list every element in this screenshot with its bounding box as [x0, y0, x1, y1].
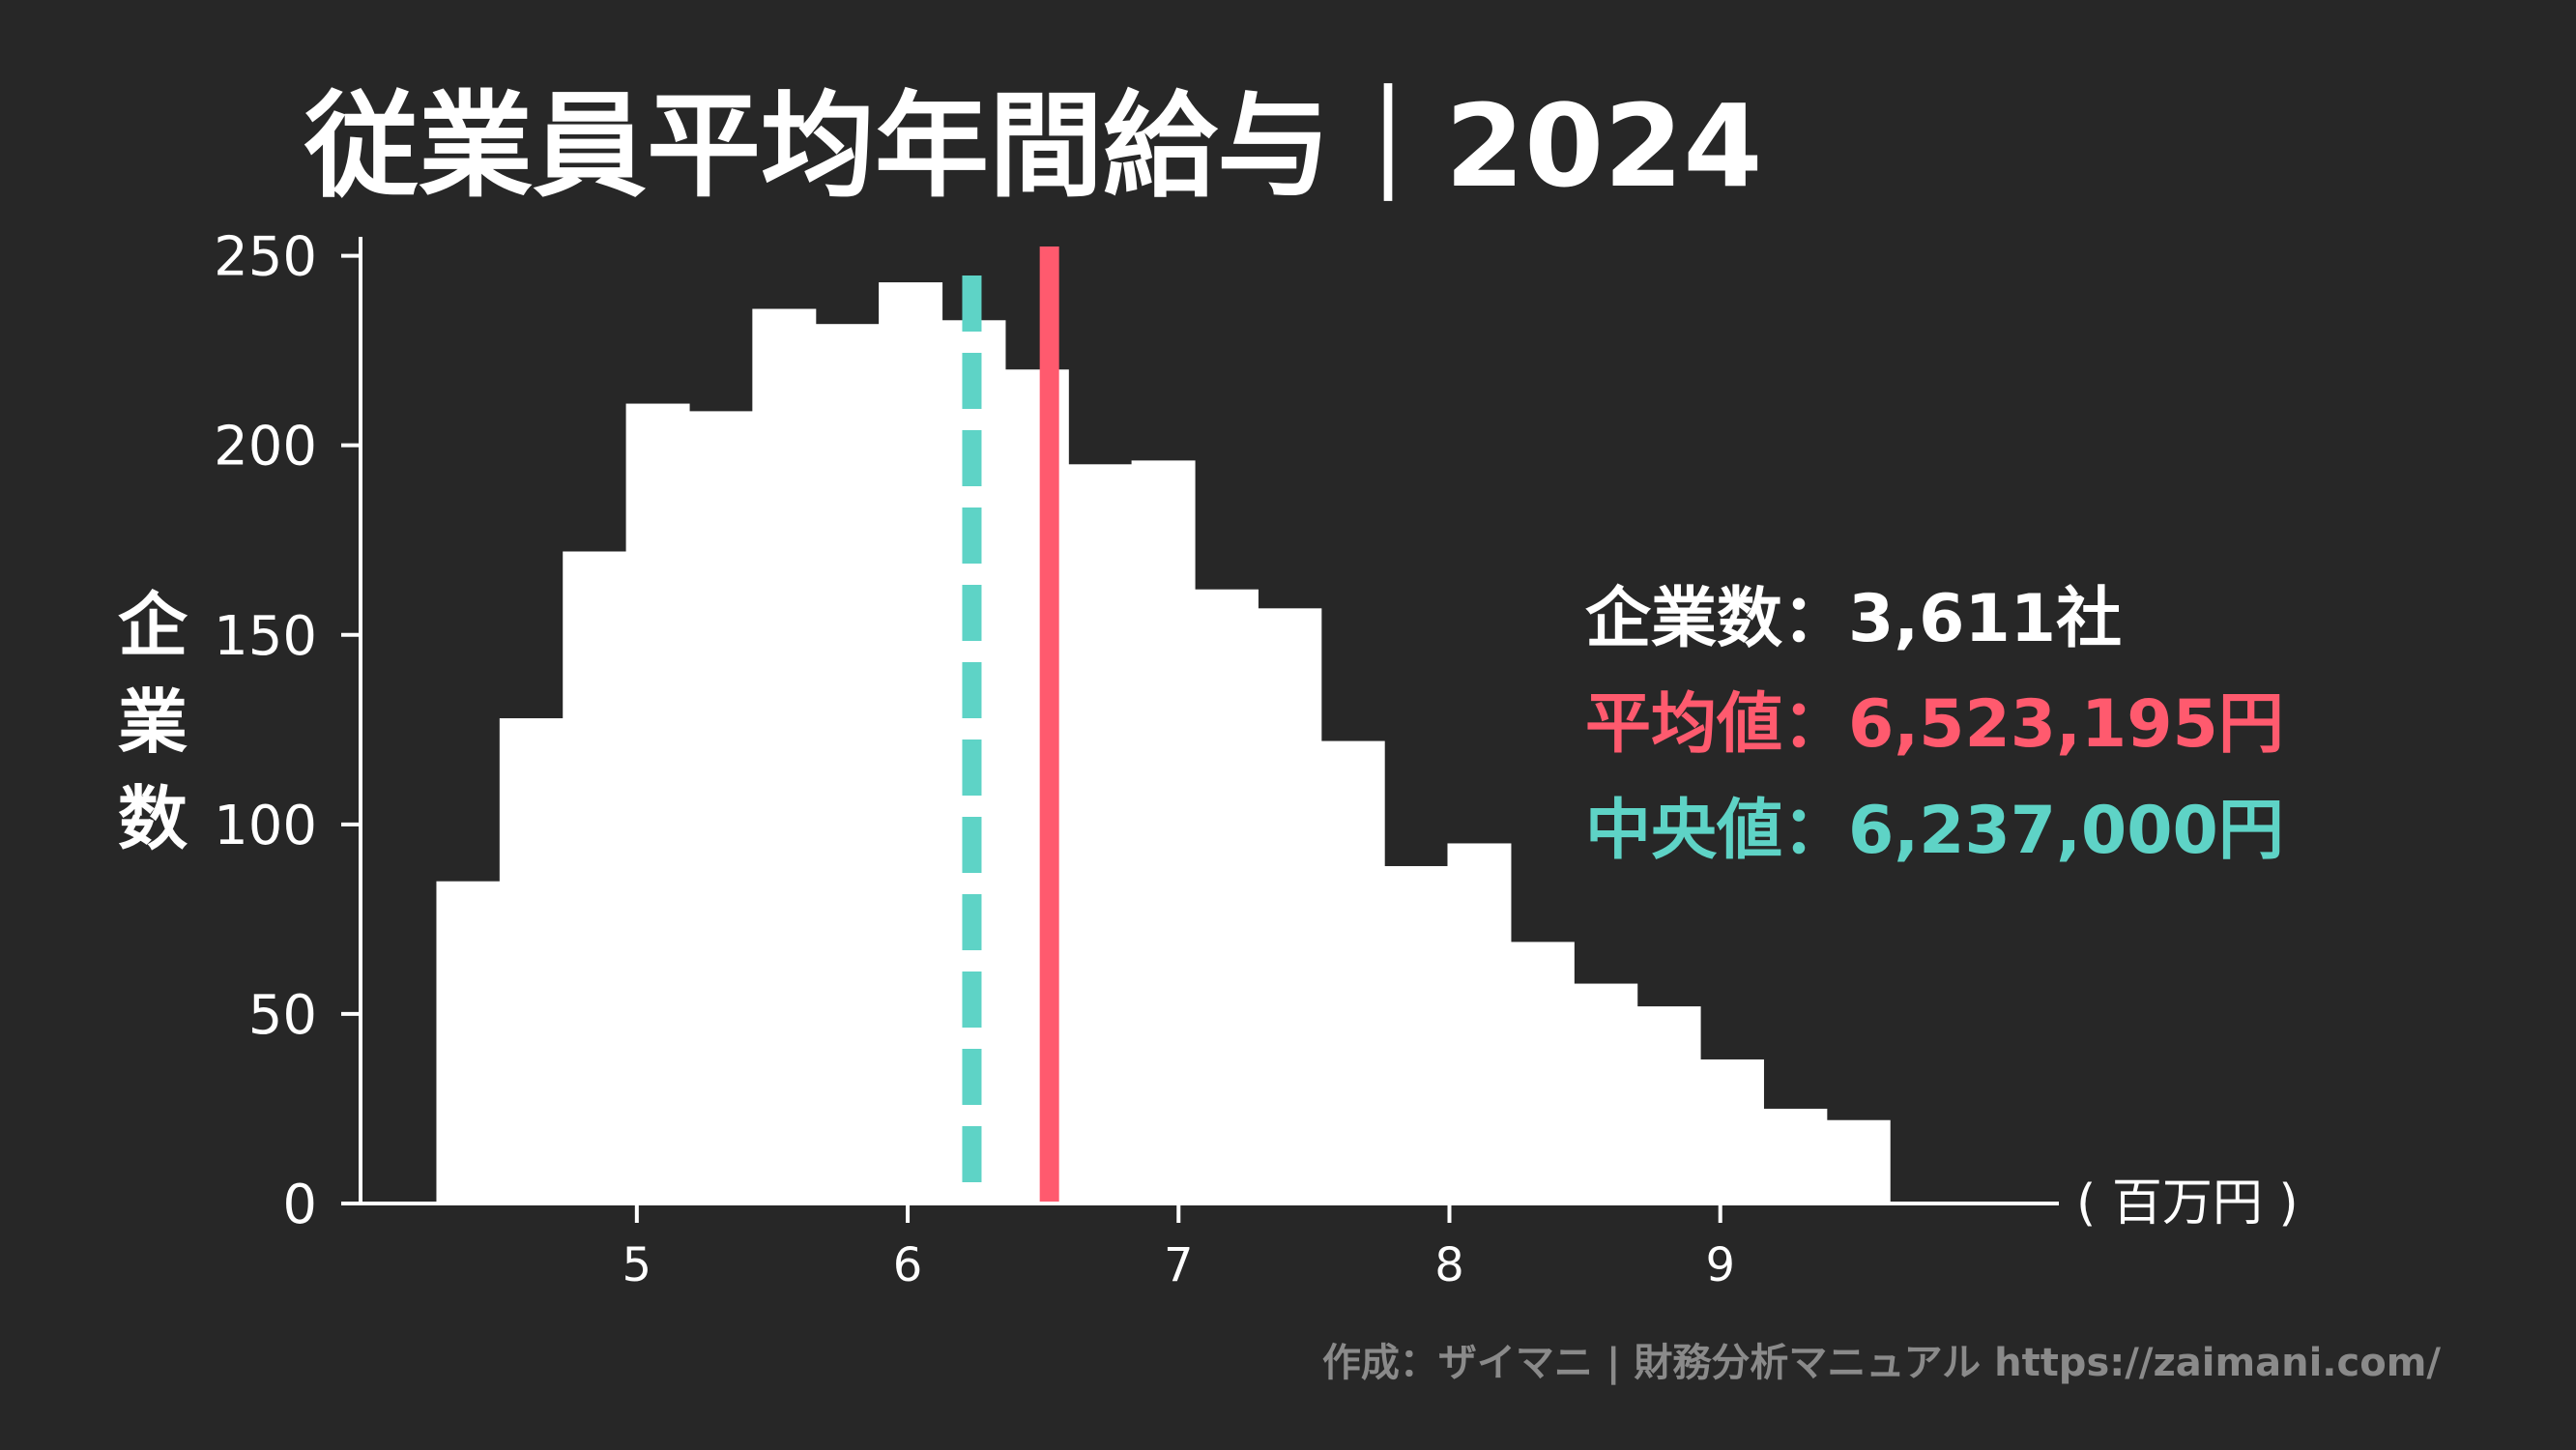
credit-text: 作成：ザイマニ | 財務分析マニュアル https://zaimani.com/	[1322, 1341, 2441, 1386]
y-ticks-group: 0 50 100 150 200 250	[214, 226, 361, 1236]
histogram-bar	[1194, 589, 1259, 1204]
stat-median: 中央値：6,237,000円	[1585, 793, 2284, 869]
histogram-bar	[1510, 942, 1575, 1204]
y-axis-label: 企業数	[118, 585, 188, 859]
y-tick-label: 250	[214, 226, 317, 289]
x-tick-label: 8	[1434, 1238, 1464, 1292]
histogram-bar	[1826, 1119, 1891, 1204]
histogram-bar	[563, 551, 627, 1204]
y-tick-label: 50	[248, 984, 317, 1047]
x-axis-unit: ( 百万円 )	[2076, 1174, 2299, 1232]
histogram-bar	[436, 881, 501, 1204]
y-tick-label: 0	[282, 1174, 317, 1236]
x-tick-label: 6	[893, 1238, 923, 1292]
y-tick-label: 200	[214, 416, 317, 478]
x-tick-label: 5	[622, 1238, 652, 1292]
histogram-bar	[625, 403, 690, 1204]
stat-count: 企業数：3,611社	[1585, 581, 2122, 657]
x-tick-label: 7	[1164, 1238, 1194, 1292]
y-tick-label: 100	[214, 795, 317, 857]
histogram-bar	[815, 324, 880, 1204]
histogram-bar	[1320, 740, 1385, 1204]
histogram-bar	[1574, 983, 1638, 1204]
histogram-bar	[1258, 608, 1322, 1204]
stat-mean: 平均値：6,523,195円	[1585, 686, 2284, 763]
histogram-bar	[1763, 1108, 1828, 1204]
histogram-bar	[688, 411, 753, 1204]
histogram-bar	[1447, 843, 1512, 1204]
histogram-bar	[1004, 369, 1069, 1204]
histogram-bar	[1068, 464, 1133, 1204]
y-tick-label: 150	[214, 605, 317, 668]
histogram-bar	[752, 308, 817, 1204]
histogram-bar	[879, 282, 943, 1204]
x-tick-label: 9	[1705, 1238, 1735, 1292]
bars-group	[436, 282, 1891, 1204]
histogram-bar	[1131, 460, 1196, 1204]
chart-title: 従業員平均年間給与｜2024	[304, 79, 1762, 213]
histogram-bar	[499, 718, 564, 1204]
histogram-bar	[1636, 1006, 1701, 1204]
histogram-bar	[1384, 865, 1449, 1204]
histogram-bar	[1699, 1058, 1764, 1204]
x-ticks-group: 5 6 7 8 9	[622, 1204, 1735, 1292]
